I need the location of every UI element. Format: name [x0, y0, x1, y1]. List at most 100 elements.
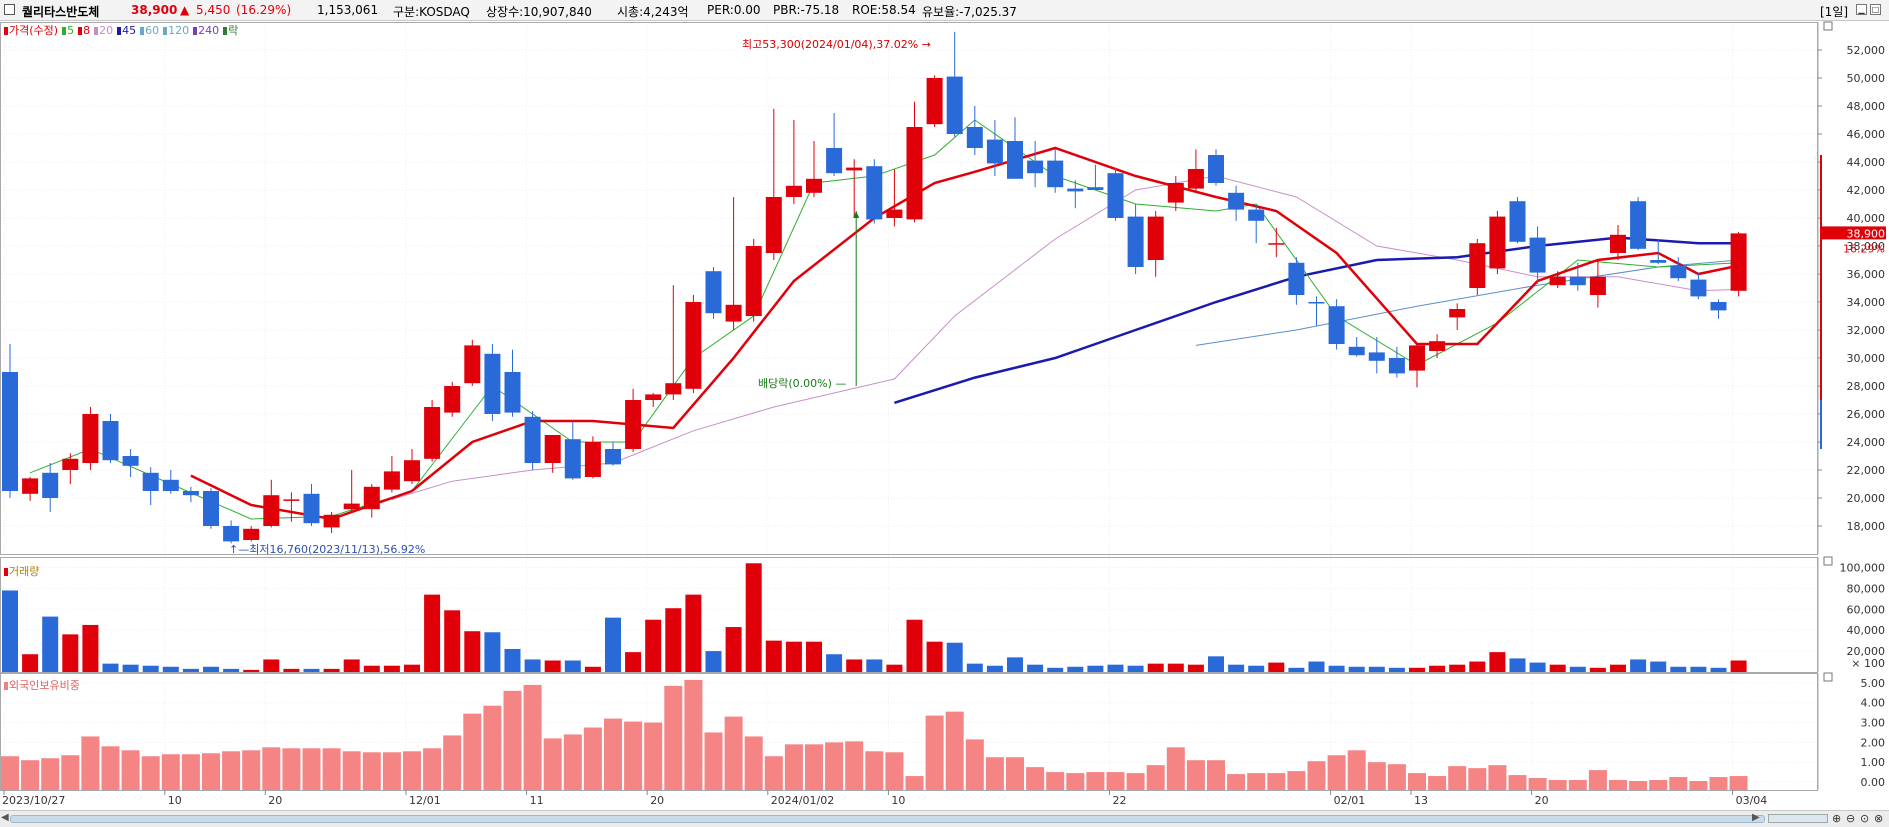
foreign-ratio-bar — [1227, 774, 1246, 790]
foreign-ratio-bar — [1066, 773, 1085, 790]
volume-bar — [524, 659, 541, 672]
candle-body — [42, 472, 59, 498]
zoom-fit-icon[interactable]: ⊗ — [1874, 812, 1884, 825]
volume-tick-label: 80,000 — [1847, 582, 1886, 595]
candle-body — [966, 127, 983, 148]
volume-bar — [564, 660, 581, 672]
restore-icon[interactable]: □ — [1870, 4, 1881, 15]
reserve-ratio: 유보율:-7,025.37 — [922, 5, 1017, 19]
foreign-ratio-bar — [704, 732, 723, 790]
candle-body — [725, 304, 742, 322]
candle-body — [705, 271, 722, 314]
stock-checkbox[interactable] — [4, 4, 15, 15]
volume-tick-label: 20,000 — [1847, 645, 1886, 658]
candle-body — [826, 148, 843, 174]
legend-swatch — [94, 27, 99, 35]
price-tick-label: 18,000 — [1847, 520, 1886, 533]
foreign-ratio-bar — [805, 744, 823, 790]
foreign-ratio-bar — [1347, 750, 1366, 790]
scroll-track[interactable] — [10, 815, 1765, 823]
volume-bar — [82, 624, 99, 672]
candle-body — [605, 449, 621, 465]
foreign-legend-swatch — [4, 682, 8, 690]
volume-tick-label: 60,000 — [1847, 603, 1886, 616]
legend-item-2[interactable]: 8 — [83, 24, 91, 37]
zoom-reset-icon[interactable]: ⊙ — [1860, 812, 1870, 825]
candle-body — [1569, 276, 1586, 286]
legend-item-7[interactable]: 240 — [198, 24, 220, 37]
foreign-ratio-bar — [222, 751, 241, 790]
candle-body — [1248, 209, 1265, 221]
candle-body — [1670, 265, 1687, 279]
current-pct-tag-label: 16.29% — [1843, 242, 1885, 255]
change-up-icon: ▲ — [180, 3, 190, 17]
volume-bar — [544, 660, 561, 672]
volume-bar — [946, 642, 963, 672]
foreign-ratio-bar — [81, 736, 100, 790]
chart-scrollbar[interactable]: ◀ ▶ ⊕ ⊖ ⊙ ⊗ — [0, 810, 1889, 827]
foreign-ratio-bar — [262, 747, 281, 790]
x-tick-label: 03/04 — [1736, 794, 1768, 807]
foreign-ratio-bar — [1508, 775, 1527, 790]
zoom-in-icon[interactable]: ⊕ — [1832, 812, 1842, 825]
legend-item-5[interactable]: 60 — [145, 24, 160, 37]
candle-body — [645, 394, 662, 400]
candle-body — [1087, 187, 1104, 190]
volume-bar — [22, 654, 39, 672]
foreign-ratio-bar — [141, 756, 160, 790]
volume-bar — [162, 666, 179, 672]
volume-bar — [1047, 667, 1064, 672]
volume-bar — [725, 627, 742, 672]
volume-legend: 거래량 — [4, 563, 40, 579]
per-value: PER:0.00 — [707, 3, 761, 17]
price-tick-label: 28,000 — [1847, 380, 1886, 393]
volume-bar — [283, 668, 300, 672]
ma8-line — [190, 146, 1739, 521]
zoom-out-icon[interactable]: ⊖ — [1846, 812, 1856, 825]
volume-bar — [182, 668, 199, 672]
current-price: 38,900 — [131, 3, 178, 17]
foreign-ratio-bar — [1026, 767, 1045, 790]
price-tick-label: 34,000 — [1847, 296, 1886, 309]
legend-item-6[interactable]: 120 — [168, 24, 190, 37]
foreign-ratio-bar — [925, 715, 944, 790]
candle-body — [1388, 358, 1405, 374]
volume-bar — [1288, 667, 1305, 672]
candle-body — [142, 472, 159, 491]
legend-item-8[interactable]: 락 — [228, 24, 239, 37]
candle-body — [1067, 188, 1084, 192]
zoom-slider[interactable] — [1768, 814, 1828, 823]
minimize-icon[interactable]: ▁ — [1856, 4, 1867, 15]
x-tick-label: 13 — [1414, 794, 1428, 807]
stock-name[interactable]: 퀄리타스반도체 — [22, 5, 100, 19]
legend-item-4[interactable]: 45 — [122, 24, 137, 37]
volume-bar — [122, 664, 139, 672]
volume-bar — [906, 619, 923, 672]
foreign-ratio-bar — [1186, 760, 1205, 790]
volume-bar — [1409, 667, 1425, 672]
foreign-ratio-bar — [624, 721, 643, 790]
foreign-ratio-bar — [845, 741, 864, 790]
legend-item-0[interactable]: 가격(수정) — [9, 24, 59, 37]
roe-value: ROE:58.54 — [852, 3, 916, 17]
period-selector[interactable]: [1일] — [1820, 5, 1849, 19]
x-tick-label: 2023/10/27 — [2, 794, 65, 807]
candle-body — [1630, 201, 1647, 249]
volume-bar — [1147, 663, 1164, 672]
candle-body — [1489, 216, 1506, 269]
scroll-left-icon[interactable]: ◀ — [1, 812, 9, 823]
foreign-legend-label: 외국인보유비중 — [9, 679, 80, 692]
legend-item-1[interactable]: 5 — [67, 24, 75, 37]
volume-bar — [1589, 667, 1606, 672]
price-tick-label: 36,000 — [1847, 268, 1886, 281]
legend-item-3[interactable]: 20 — [99, 24, 114, 37]
volume-bar — [424, 594, 441, 672]
candle-body — [685, 302, 702, 389]
legend-swatch — [140, 27, 145, 35]
candle-body — [1529, 237, 1546, 273]
volume-bar — [243, 669, 260, 672]
scroll-right-icon[interactable]: ▶ — [1752, 812, 1760, 823]
foreign-ratio-bar — [543, 738, 562, 790]
volume-bar — [745, 563, 762, 672]
